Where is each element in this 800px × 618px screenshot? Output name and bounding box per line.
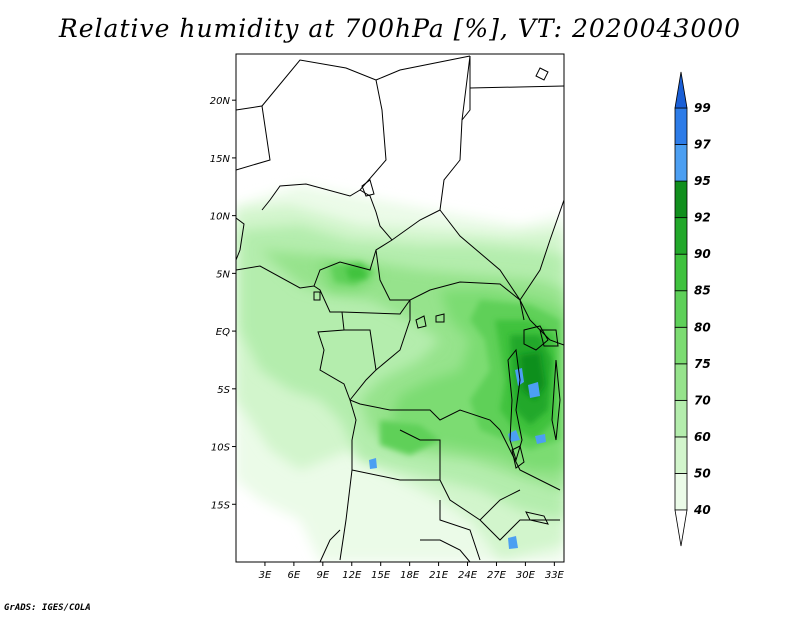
colorbar-segment <box>674 326 688 365</box>
country-borders <box>236 55 564 562</box>
lon-tick-label: 27E <box>487 570 507 581</box>
colorbar-segment <box>674 473 688 511</box>
lat-tick-label: 5N <box>216 269 230 280</box>
colorbar-label: 97 <box>694 138 711 152</box>
colorbar-segment <box>674 436 688 474</box>
colorbar-segment <box>674 107 688 145</box>
colorbar-label: 99 <box>694 101 711 115</box>
colorbar: 40 50 60 70 75 80 85 90 92 95 97 99 <box>674 71 711 547</box>
colorbar-label: 70 <box>694 393 711 407</box>
map-title: Relative humidity at 700hPa [%], VT: 202… <box>58 14 742 43</box>
lon-tick-label: 12E <box>342 570 362 581</box>
lon-tick-label: 18E <box>400 570 420 581</box>
lon-tick-label: 9E <box>316 570 329 581</box>
lat-tick-label: 10N <box>210 212 231 223</box>
colorbar-segment <box>674 399 688 438</box>
colorbar-label: 40 <box>693 503 711 517</box>
longitude-axis: 3E 6E 9E 12E 15E 18E 21E 24E 27E 30E 33E <box>259 562 565 581</box>
colorbar-segment <box>674 290 688 328</box>
lon-tick-label: 6E <box>288 570 301 581</box>
colorbar-label: 90 <box>694 247 711 261</box>
rh-band-85 <box>345 266 555 440</box>
colorbar-segment <box>674 180 688 219</box>
colorbar-label: 92 <box>694 211 711 225</box>
lon-tick-label: 15E <box>371 570 391 581</box>
lat-tick-label: EQ <box>216 327 230 338</box>
colorbar-top-arrow <box>674 71 688 109</box>
map-frame <box>235 53 565 563</box>
lon-tick-label: 24E <box>458 570 478 581</box>
colorbar-label: 85 <box>694 284 711 298</box>
colorbar-label: 95 <box>694 174 711 188</box>
credit-label: GrADS: IGES/COLA <box>4 603 91 613</box>
lat-tick-label: 15N <box>210 154 231 165</box>
humidity-field <box>236 54 564 562</box>
lon-tick-label: 21E <box>429 570 449 581</box>
lon-tick-label: 30E <box>516 570 536 581</box>
colorbar-label: 80 <box>694 320 711 334</box>
lat-tick-label: 5S <box>217 385 230 396</box>
colorbar-bottom-arrow <box>674 509 688 547</box>
lat-tick-label: 15S <box>211 500 231 511</box>
colorbar-label: 75 <box>694 357 711 371</box>
lon-tick-label: 33E <box>545 570 565 581</box>
colorbar-segment <box>674 253 688 292</box>
latitude-axis: 20N 15N 10N 5N EQ 5S 10S 15S <box>210 96 236 511</box>
colorbar-segment <box>674 144 688 182</box>
colorbar-label: 60 <box>694 430 711 444</box>
lon-tick-label: 3E <box>259 570 272 581</box>
lat-tick-label: 20N <box>210 96 231 107</box>
colorbar-label: 50 <box>694 466 711 480</box>
colorbar-segment <box>674 363 688 401</box>
lat-tick-label: 10S <box>211 443 231 454</box>
colorbar-segment <box>674 217 688 255</box>
